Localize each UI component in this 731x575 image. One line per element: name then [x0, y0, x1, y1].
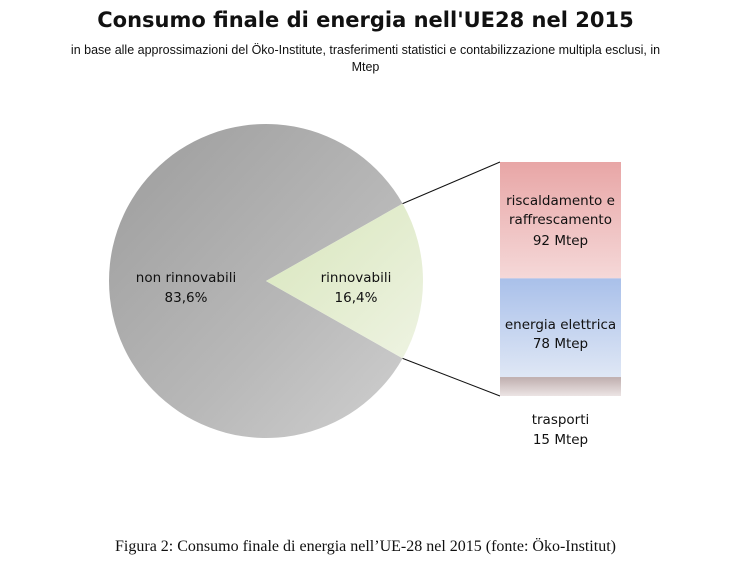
- bar-value-riscaldamento: 92 Mtep: [533, 233, 588, 249]
- connector-line-top: [402, 161, 501, 205]
- bar-segment-riscaldamento: [500, 162, 621, 279]
- pie-value-non-rinnovabili: 83,6%: [165, 290, 208, 306]
- connector-line-bottom: [402, 357, 501, 397]
- bar-segment-trasporti: [500, 377, 621, 396]
- chart-area: non rinnovabili 83,6% rinnovabili 16,4% risc…: [109, 124, 621, 448]
- bar-value-trasporti: 15 Mtep: [533, 432, 588, 448]
- chart-subtitle: in base alle approssimazioni del Öko-Ins…: [70, 43, 661, 74]
- chart-title: Consumo finale di energia nell'UE28 nel …: [97, 8, 634, 32]
- pie-label-rinnovabili: rinnovabili: [321, 270, 392, 286]
- figure-caption: Figura 2: Consumo finale di energia nell…: [115, 538, 616, 555]
- bar-segment-energia-elettrica: [500, 278, 621, 378]
- pie-slice-non-rinnovabili: [109, 124, 403, 438]
- bar-label-trasporti: trasporti: [532, 412, 590, 428]
- pie-value-rinnovabili: 16,4%: [335, 290, 378, 306]
- pie-label-non-rinnovabili: non rinnovabili: [136, 270, 236, 286]
- pie-slice-rinnovabili: [266, 203, 424, 359]
- bar-value-energia-elettrica: 78 Mtep: [533, 336, 588, 352]
- bar-label-energia-elettrica: energia elettrica: [505, 317, 616, 333]
- bar-label-riscaldamento: riscaldamento e raffrescamento: [506, 193, 615, 228]
